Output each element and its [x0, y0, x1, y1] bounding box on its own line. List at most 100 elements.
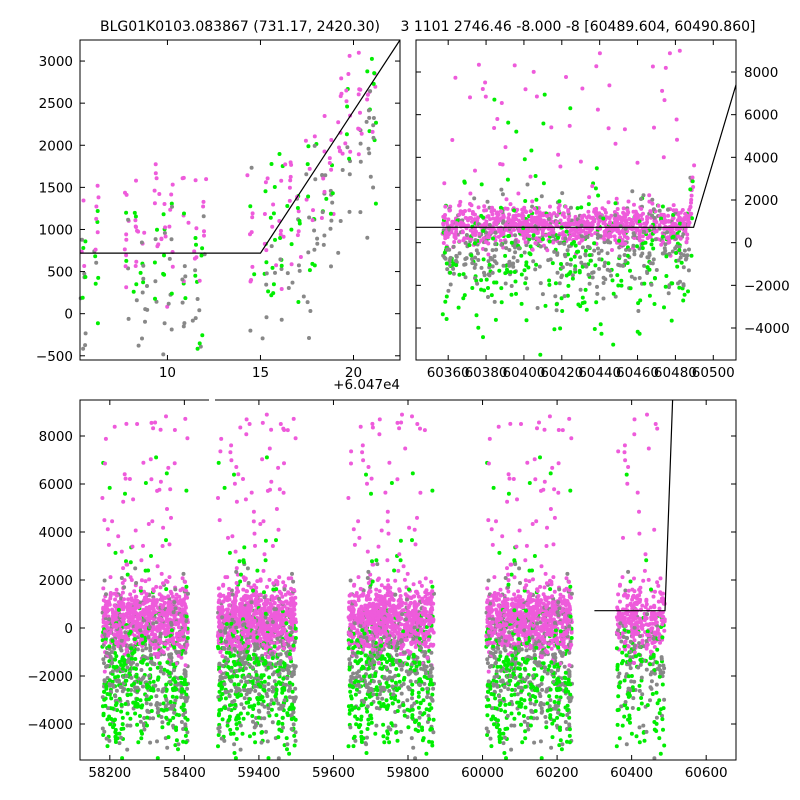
panel2-point: [503, 271, 508, 276]
panel2-point: [587, 281, 592, 286]
panel1-point: [250, 264, 255, 269]
panel1-point: [124, 232, 129, 237]
panel2-point: [481, 257, 486, 262]
panel3-point: [241, 560, 246, 565]
panel2-point: [562, 294, 567, 299]
panel1-point: [193, 273, 198, 278]
panel1-point: [367, 115, 372, 120]
panel3-point: [131, 700, 136, 705]
panel3-point: [172, 668, 176, 673]
panel2-point: [624, 220, 628, 224]
panel2-point: [560, 191, 565, 196]
panel2-point: [677, 248, 682, 253]
panel3-point: [238, 651, 243, 655]
panel2-point: [681, 222, 686, 227]
panel3-point: [173, 587, 178, 592]
panel1-point: [304, 197, 309, 202]
panel2-point: [511, 264, 516, 269]
panel3-point: [262, 552, 267, 557]
panel1-point: [339, 91, 344, 96]
panel3-point: [218, 594, 223, 599]
panel3-point: [284, 621, 289, 626]
panel2-point: [561, 230, 566, 235]
panel3-point: [183, 663, 188, 668]
panel3-point: [149, 554, 153, 558]
panel2-point: [522, 205, 527, 210]
panel3-point: [278, 659, 283, 663]
panel3-point: [270, 656, 275, 661]
panel1-point: [194, 242, 198, 247]
panel2-point: [612, 210, 617, 214]
panel3-point: [253, 598, 258, 603]
panel2-point: [512, 270, 517, 274]
panel2-point: [595, 291, 600, 296]
panel1-point: [161, 352, 166, 357]
panel1-point: [372, 71, 377, 76]
panel3-point: [239, 693, 244, 698]
panel2-point: [659, 216, 664, 221]
panel3-point: [185, 630, 190, 635]
panel3-point: [260, 420, 265, 425]
panel3-point: [276, 652, 281, 657]
panel3-point: [271, 701, 276, 706]
panel3-point: [180, 576, 185, 581]
panel3-point: [234, 674, 239, 679]
panel3-point: [239, 679, 244, 684]
panel3-point: [139, 578, 144, 583]
panel2-point: [595, 284, 599, 289]
panel2-point: [509, 292, 514, 297]
panel1-point: [141, 276, 146, 281]
panel1-point: [134, 259, 139, 264]
panel2-point: [527, 222, 532, 227]
panel2-point: [650, 238, 655, 243]
panel3-point: [242, 655, 247, 659]
panel2-point: [490, 228, 495, 233]
panel2-point: [654, 268, 659, 272]
panel3-point: [243, 643, 248, 648]
panel3-point: [179, 720, 184, 724]
panel2-point: [503, 253, 508, 258]
panel3-point: [148, 653, 153, 657]
panel3-point: [279, 591, 284, 596]
panel2-point: [587, 230, 592, 234]
panel1-point: [340, 151, 345, 156]
panel2-point: [635, 228, 640, 233]
panel3-point: [220, 676, 225, 680]
panel3-point: [162, 667, 167, 672]
panel2-point: [490, 264, 495, 269]
panel3-point: [216, 726, 221, 731]
panel2-xtick-label: 60420: [540, 365, 583, 381]
panel2-point: [486, 286, 490, 290]
panel3-point: [274, 623, 279, 628]
panel3-point: [252, 731, 257, 736]
panel3-point: [287, 612, 292, 617]
panel2-point: [651, 257, 656, 262]
panel2-point: [556, 235, 560, 240]
panel3-point: [166, 594, 171, 599]
panel3-point: [253, 723, 258, 728]
panel2-point: [626, 199, 631, 204]
panel3-point: [133, 657, 138, 661]
panel3-point: [113, 597, 118, 602]
panel3-point: [287, 591, 292, 596]
panel1-point: [358, 141, 363, 146]
panel2-point: [488, 217, 493, 222]
panel3-point: [129, 688, 134, 692]
panel3-point: [138, 698, 143, 703]
panel2-point: [482, 221, 487, 226]
panel2-point: [498, 162, 503, 166]
panel2-point: [647, 193, 652, 198]
panel3-point: [156, 651, 161, 656]
panel2-xtick-label: 60480: [654, 365, 697, 381]
panel3-point: [153, 683, 158, 688]
panel2-axes: 6036060380604006042060440604606048060500…: [416, 40, 790, 381]
panel3-point: [138, 610, 143, 615]
panel2-point: [652, 302, 657, 306]
panel3-point: [184, 619, 189, 623]
panel2-point: [671, 234, 676, 239]
panel1-point: [153, 171, 158, 176]
panel3-point: [143, 638, 148, 643]
panel2-point: [671, 208, 676, 213]
panel2-point: [575, 249, 579, 254]
panel3-point: [248, 635, 253, 640]
